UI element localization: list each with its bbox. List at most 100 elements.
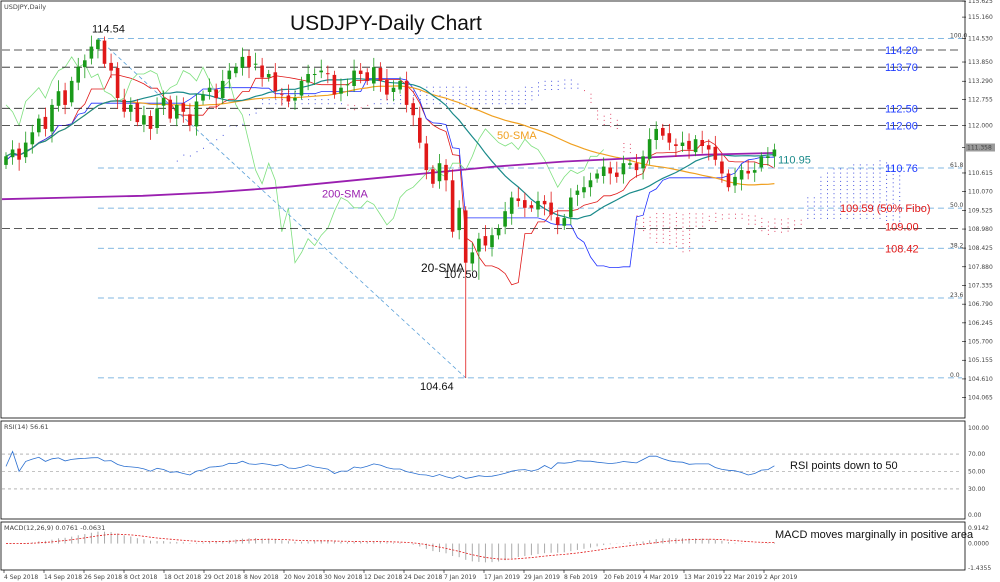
cloud-dot — [781, 227, 782, 229]
cloud-dot — [872, 193, 874, 195]
cloud-dot — [465, 86, 467, 88]
candle-body — [772, 149, 777, 157]
cloud-dot — [886, 199, 888, 201]
cloud-dot — [498, 90, 500, 92]
y-tick-label: 107.880 — [968, 264, 993, 271]
candle-body — [680, 142, 685, 146]
x-tick-label: 17 Jan 2019 — [484, 574, 520, 581]
cloud-dot — [426, 94, 428, 96]
cloud-dot — [603, 115, 605, 117]
cloud-dot — [840, 168, 842, 170]
y-tick-label: 109.525 — [968, 207, 993, 214]
cloud-dot — [452, 103, 454, 105]
cloud-dot — [301, 103, 303, 105]
cloud-dot — [866, 201, 868, 203]
cloud-dot — [373, 103, 375, 105]
cloud-dot — [787, 230, 789, 232]
cloud-dot — [853, 217, 855, 219]
candle-body — [306, 74, 310, 83]
candle-body — [628, 163, 632, 165]
candle-body — [115, 68, 120, 98]
cloud-dot — [879, 160, 881, 162]
cloud-dot — [675, 233, 677, 235]
cloud-dot — [439, 99, 441, 101]
candle-body — [496, 228, 501, 236]
candle-body — [463, 210, 468, 263]
candle-body — [227, 70, 232, 80]
cloud-dot — [295, 90, 296, 92]
cloud-dot — [820, 189, 822, 191]
cloud-dot — [426, 103, 428, 105]
cloud-dot — [892, 223, 894, 225]
cloud-dot — [492, 103, 493, 105]
candle-body — [4, 156, 8, 165]
cloud-dot — [872, 201, 874, 203]
cloud-dot — [452, 94, 454, 96]
cloud-dot — [531, 91, 533, 93]
cloud-dot — [446, 90, 447, 92]
cloud-dot — [682, 251, 684, 253]
cloud-dot — [886, 191, 888, 193]
cloud-dot — [853, 205, 855, 207]
macd-signal-line — [5, 533, 775, 560]
candle-body — [706, 145, 711, 150]
cloud-dot — [656, 225, 658, 227]
candle-body — [490, 235, 494, 248]
y-tick-label: 112.000 — [968, 122, 993, 129]
candle-body — [63, 90, 67, 105]
cloud-dot — [675, 237, 677, 239]
candle-body — [431, 169, 435, 184]
cloud-dot — [386, 103, 388, 105]
candle-body — [37, 118, 41, 133]
candle-body — [372, 67, 376, 84]
cloud-dot — [452, 99, 454, 101]
x-tick-label: 4 Sep 2018 — [4, 574, 38, 581]
cloud-dot — [866, 189, 868, 191]
cloud-dot — [892, 186, 894, 188]
cloud-dot — [820, 201, 822, 203]
cloud-dot — [255, 108, 257, 110]
cloud-dot — [748, 215, 750, 217]
cloud-dot — [452, 86, 454, 88]
cloud-dot — [899, 171, 901, 173]
price-level-label: 112.50 — [885, 103, 918, 115]
cloud-dot — [892, 165, 894, 167]
cloud-dot — [643, 226, 645, 227]
cloud-dot — [879, 193, 881, 195]
x-tick-label: 29 Jan 2019 — [524, 574, 560, 581]
cloud-dot — [511, 103, 513, 105]
candle-body — [385, 80, 389, 95]
candle-body — [424, 143, 429, 171]
candle-body — [319, 70, 323, 73]
kijun-line — [5, 78, 775, 268]
cloud-dot — [262, 99, 264, 101]
cloud-dot — [899, 212, 901, 214]
candle-body — [720, 161, 724, 174]
cloud-dot — [794, 224, 796, 226]
candle-body — [234, 67, 238, 74]
cloud-dot — [478, 90, 480, 92]
cloud-dot — [859, 176, 861, 178]
cloud-dot — [879, 205, 881, 207]
cloud-dot — [781, 223, 782, 225]
cloud-dot — [859, 185, 861, 186]
cloud-dot — [669, 235, 671, 236]
cloud-dot — [538, 90, 539, 92]
candle-body — [253, 63, 258, 65]
candle-body — [608, 167, 612, 174]
cloud-dot — [853, 176, 855, 178]
cloud-dot — [656, 213, 658, 215]
candle-body — [175, 104, 179, 119]
cloud-dot — [866, 168, 868, 170]
cloud-dot — [853, 185, 855, 186]
cloud-dot — [669, 214, 671, 216]
cloud-dot — [866, 213, 868, 215]
cloud-dot — [400, 103, 402, 105]
cloud-dot — [656, 229, 658, 231]
cloud-dot — [879, 176, 881, 178]
macd-tick-label: -1.4355 — [968, 565, 991, 572]
cloud-dot — [518, 90, 520, 92]
y-tick-label: 106.245 — [968, 320, 993, 327]
cloud-dot — [675, 229, 677, 231]
cloud-dot — [341, 103, 342, 105]
